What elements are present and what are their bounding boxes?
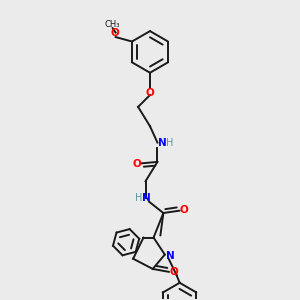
Text: N: N — [166, 251, 175, 261]
Text: O: O — [132, 159, 141, 169]
Text: O: O — [169, 267, 178, 277]
Text: O: O — [146, 88, 154, 98]
Text: N: N — [158, 138, 167, 148]
Text: O: O — [180, 205, 189, 215]
Text: O: O — [111, 28, 119, 38]
Text: H: H — [135, 194, 143, 203]
Text: CH₃: CH₃ — [105, 20, 120, 29]
Text: N: N — [142, 194, 151, 203]
Text: H: H — [166, 138, 174, 148]
